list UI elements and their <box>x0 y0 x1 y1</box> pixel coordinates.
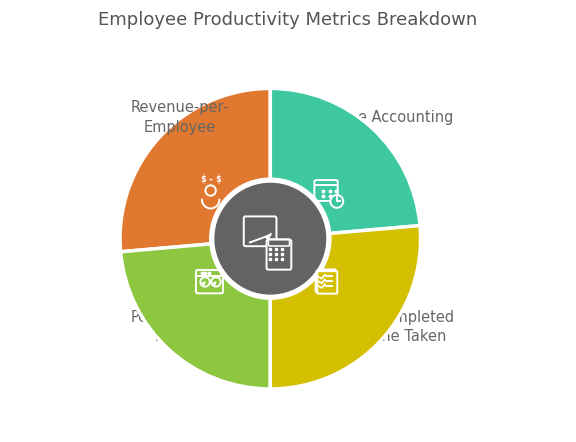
Text: Time Accounting: Time Accounting <box>331 110 454 125</box>
Text: $: $ <box>200 174 206 184</box>
FancyBboxPatch shape <box>267 240 291 270</box>
Circle shape <box>215 183 325 294</box>
Text: Employee Productivity Metrics Breakdown: Employee Productivity Metrics Breakdown <box>98 11 478 29</box>
Circle shape <box>210 178 331 299</box>
Text: -: - <box>209 174 213 184</box>
Circle shape <box>331 195 343 208</box>
Wedge shape <box>120 88 270 252</box>
Text: Tasks Completed
vs. Time Taken: Tasks Completed vs. Time Taken <box>329 310 454 344</box>
Text: Performance
Ratios: Performance Ratios <box>131 310 224 344</box>
Wedge shape <box>270 225 420 389</box>
FancyBboxPatch shape <box>317 271 338 293</box>
Wedge shape <box>270 88 420 239</box>
Text: $: $ <box>215 174 221 184</box>
Text: Revenue-per-
Employee: Revenue-per- Employee <box>131 100 229 134</box>
Wedge shape <box>120 239 270 389</box>
FancyBboxPatch shape <box>316 271 336 293</box>
